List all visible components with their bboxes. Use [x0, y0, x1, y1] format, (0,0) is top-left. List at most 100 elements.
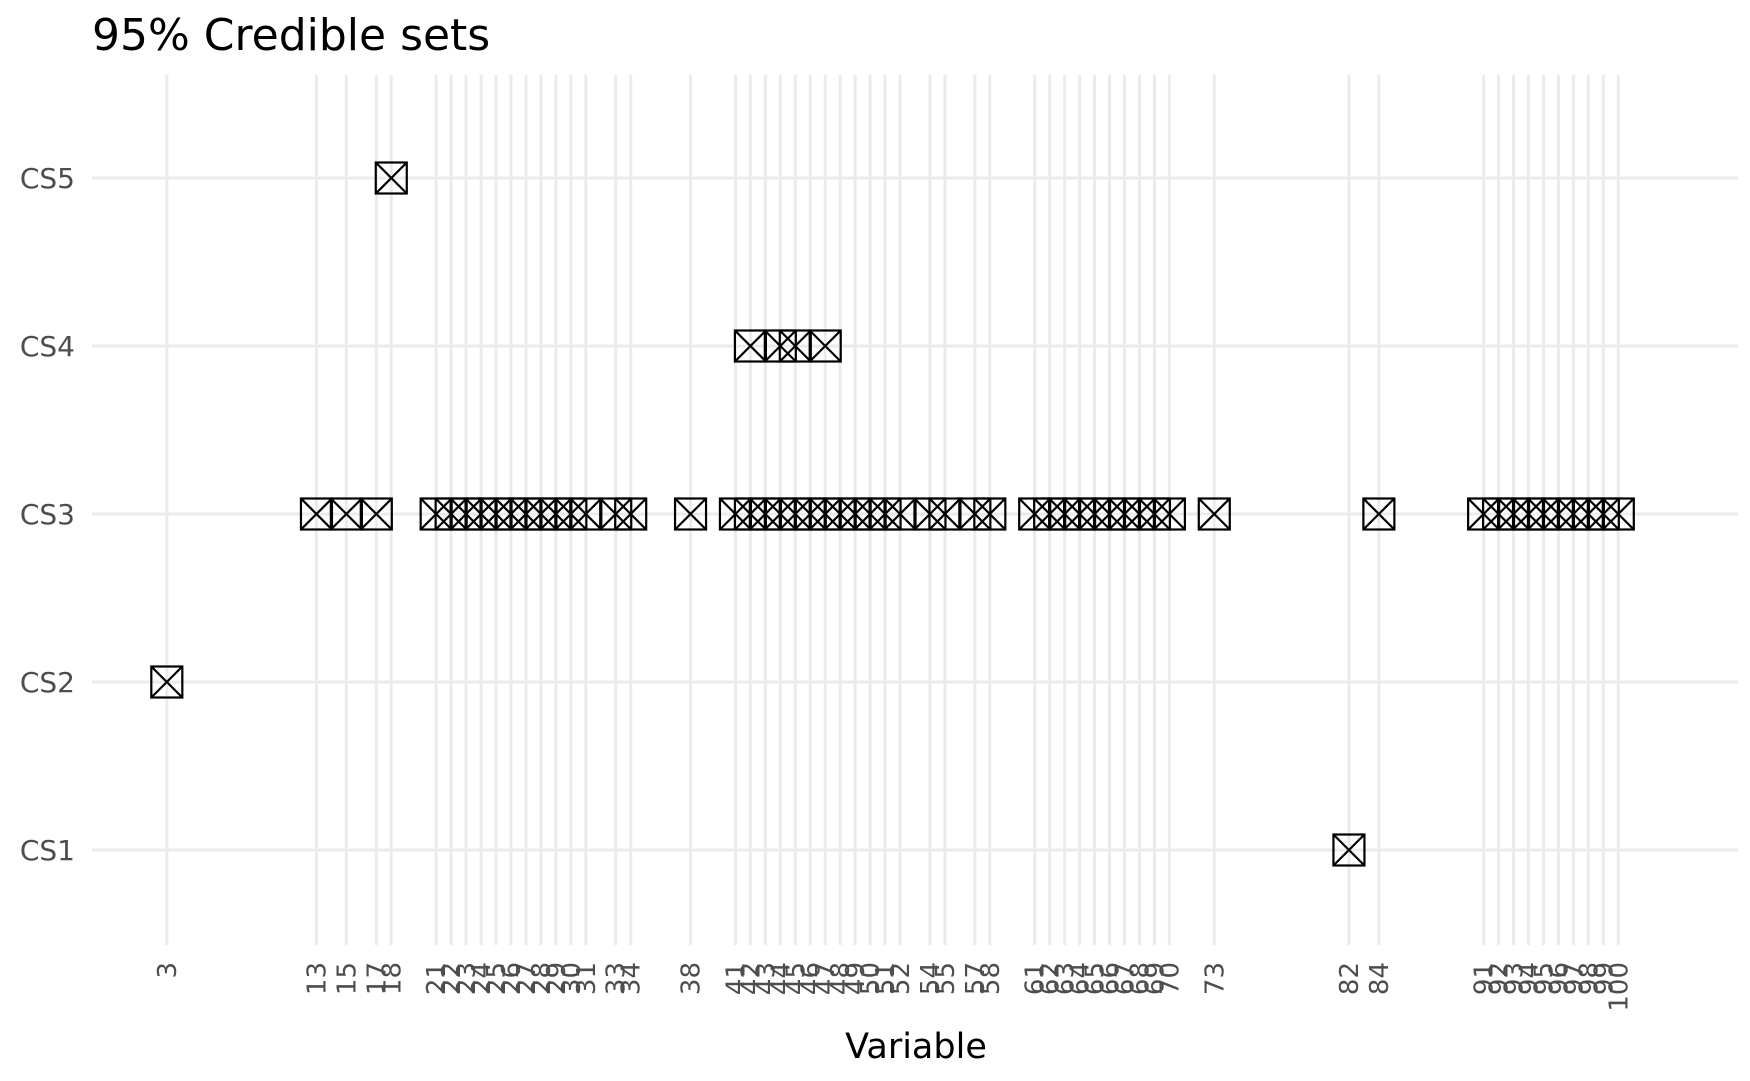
- x-tick-label: 69: [1140, 962, 1170, 995]
- x-tick-label: 100: [1604, 962, 1634, 1012]
- marker-cross-b: [330, 497, 363, 531]
- x-tick-label: 82: [1335, 962, 1365, 995]
- x-tick-label: 68: [1125, 962, 1155, 995]
- x-tick-label: 95: [1529, 962, 1559, 995]
- marker-square: [1362, 497, 1396, 531]
- x-tick-label: 58: [976, 962, 1006, 995]
- marker-square: [1152, 497, 1186, 531]
- data-point: [374, 161, 408, 195]
- data-point: [1332, 833, 1366, 867]
- x-tick-label: 51: [871, 962, 901, 995]
- x-tick-label: 26: [497, 962, 527, 995]
- x-tick-label: 23: [452, 962, 482, 995]
- data-point: [150, 665, 184, 699]
- data-point: [673, 497, 708, 531]
- data-point: [359, 497, 393, 531]
- marker-cross-b: [360, 497, 393, 531]
- x-tick-label: 13: [302, 962, 332, 995]
- x-tick-label: 57: [961, 962, 991, 995]
- marker-cross-b: [1362, 497, 1396, 531]
- marker-cross-b: [883, 497, 917, 531]
- x-axis-label: Variable: [845, 1027, 987, 1067]
- x-tick-label: 18: [377, 962, 407, 995]
- x-tick-label: 97: [1559, 962, 1589, 995]
- x-tick-label: 22: [437, 962, 467, 995]
- marker-square: [673, 497, 708, 531]
- marker-cross-b: [300, 497, 333, 531]
- chart-title: 95% Credible sets: [92, 10, 490, 61]
- x-tick-label: 43: [751, 962, 781, 995]
- x-tick-label: 49: [841, 962, 871, 995]
- x-tick-label: 99: [1589, 962, 1619, 995]
- x-tick-label: 63: [1051, 962, 1081, 995]
- data-point: [1197, 497, 1231, 531]
- x-tick-label: 55: [931, 962, 961, 995]
- y-tick-label: CS5: [20, 162, 75, 195]
- x-tick-label: 38: [677, 962, 707, 995]
- marker-cross-b: [569, 497, 603, 531]
- marker-square: [1601, 497, 1635, 531]
- x-tick-label: 25: [482, 962, 512, 995]
- marker-square: [359, 497, 393, 531]
- marker-cross-b: [150, 665, 184, 699]
- x-tick-label: 42: [736, 962, 766, 995]
- x-tick-label: 96: [1544, 962, 1574, 995]
- x-tick-label: 94: [1515, 962, 1545, 995]
- x-tick-label: 54: [916, 962, 946, 995]
- y-tick-label: CS1: [20, 834, 75, 867]
- data-point: [808, 329, 842, 363]
- x-tick-label: 65: [1081, 962, 1111, 995]
- markers: [150, 161, 1635, 867]
- x-tick-label: 66: [1096, 962, 1126, 995]
- data-point: [733, 329, 768, 363]
- y-tick-label: CS2: [20, 666, 75, 699]
- marker-cross-b: [928, 497, 962, 531]
- x-tick-label: 91: [1470, 962, 1500, 995]
- data-point: [1601, 497, 1635, 531]
- x-tick-label: 61: [1021, 962, 1051, 995]
- x-tick-label: 93: [1500, 962, 1530, 995]
- marker-square: [150, 665, 184, 699]
- x-tick-label: 34: [617, 962, 647, 995]
- marker-cross-b: [1153, 497, 1186, 531]
- marker-cross-b: [1332, 833, 1366, 867]
- data-point: [1152, 497, 1186, 531]
- marker-cross-b: [374, 161, 408, 195]
- marker-square: [808, 329, 842, 363]
- marker-cross-b: [973, 497, 1007, 531]
- x-tick-label: 3: [153, 962, 183, 979]
- marker-square: [614, 497, 648, 531]
- x-tick-label: 50: [856, 962, 886, 995]
- x-tick-label: 73: [1200, 962, 1230, 995]
- x-tick-label: 15: [332, 962, 362, 995]
- x-tick-label: 84: [1365, 962, 1395, 995]
- x-tick-label: 21: [422, 962, 452, 995]
- marker-cross-b: [779, 329, 812, 363]
- x-tick-label: 44: [766, 962, 796, 995]
- marker-cross-b: [808, 329, 842, 363]
- marker-square: [1197, 497, 1231, 531]
- x-tick-label: 48: [826, 962, 856, 995]
- x-tick-label: 70: [1155, 962, 1185, 995]
- x-tick-label: 28: [527, 962, 557, 995]
- x-tick-label: 24: [467, 962, 497, 995]
- x-tick-label: 31: [572, 962, 602, 995]
- data-point: [569, 497, 603, 531]
- x-tick-label: 62: [1036, 962, 1066, 995]
- marker-cross-b: [674, 497, 707, 531]
- x-tick-label: 46: [796, 962, 826, 995]
- x-tick-label: 64: [1066, 962, 1096, 995]
- marker-cross-b: [1602, 497, 1635, 531]
- x-tick-label: 67: [1110, 962, 1140, 995]
- y-tick-label: CS4: [20, 330, 75, 363]
- marker-cross-b: [1197, 497, 1231, 531]
- x-tick-label: 30: [557, 962, 587, 995]
- x-tick-label: 47: [811, 962, 841, 995]
- marker-square: [374, 161, 408, 195]
- x-tick-label: 92: [1485, 962, 1515, 995]
- x-tick-label: 33: [602, 962, 632, 995]
- data-point: [614, 497, 648, 531]
- marker-square: [973, 497, 1007, 531]
